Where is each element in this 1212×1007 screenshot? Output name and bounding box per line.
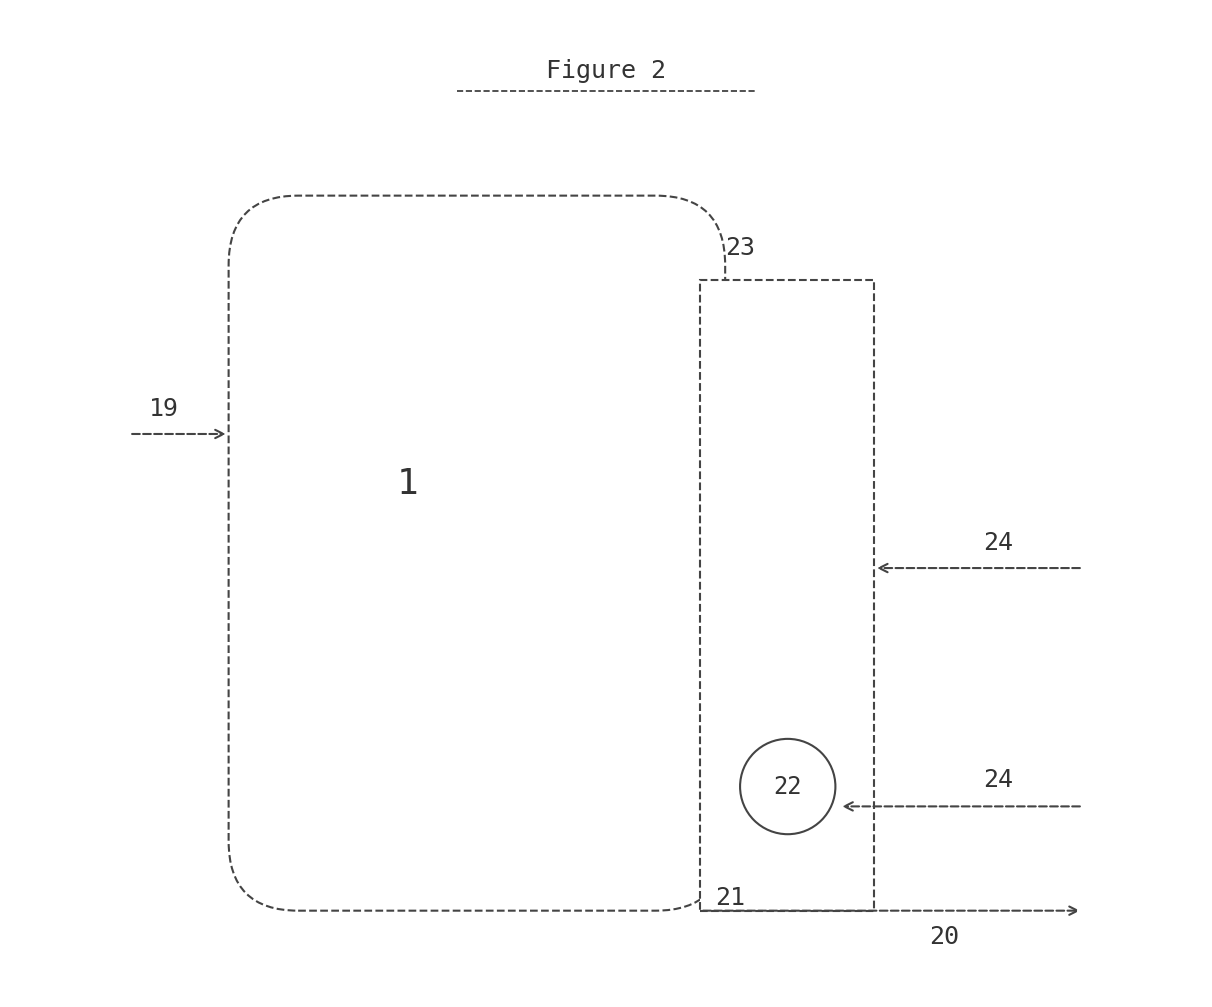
Bar xyxy=(701,280,874,910)
Ellipse shape xyxy=(741,739,835,834)
Text: 20: 20 xyxy=(928,925,959,950)
Text: 24: 24 xyxy=(983,532,1013,555)
Text: 19: 19 xyxy=(149,397,179,421)
Text: 1: 1 xyxy=(396,466,418,500)
FancyBboxPatch shape xyxy=(229,195,725,910)
Text: 24: 24 xyxy=(983,767,1013,792)
Text: 21: 21 xyxy=(715,886,745,910)
Text: 22: 22 xyxy=(773,774,802,799)
Text: Figure 2: Figure 2 xyxy=(545,59,667,84)
Text: 23: 23 xyxy=(725,237,755,260)
